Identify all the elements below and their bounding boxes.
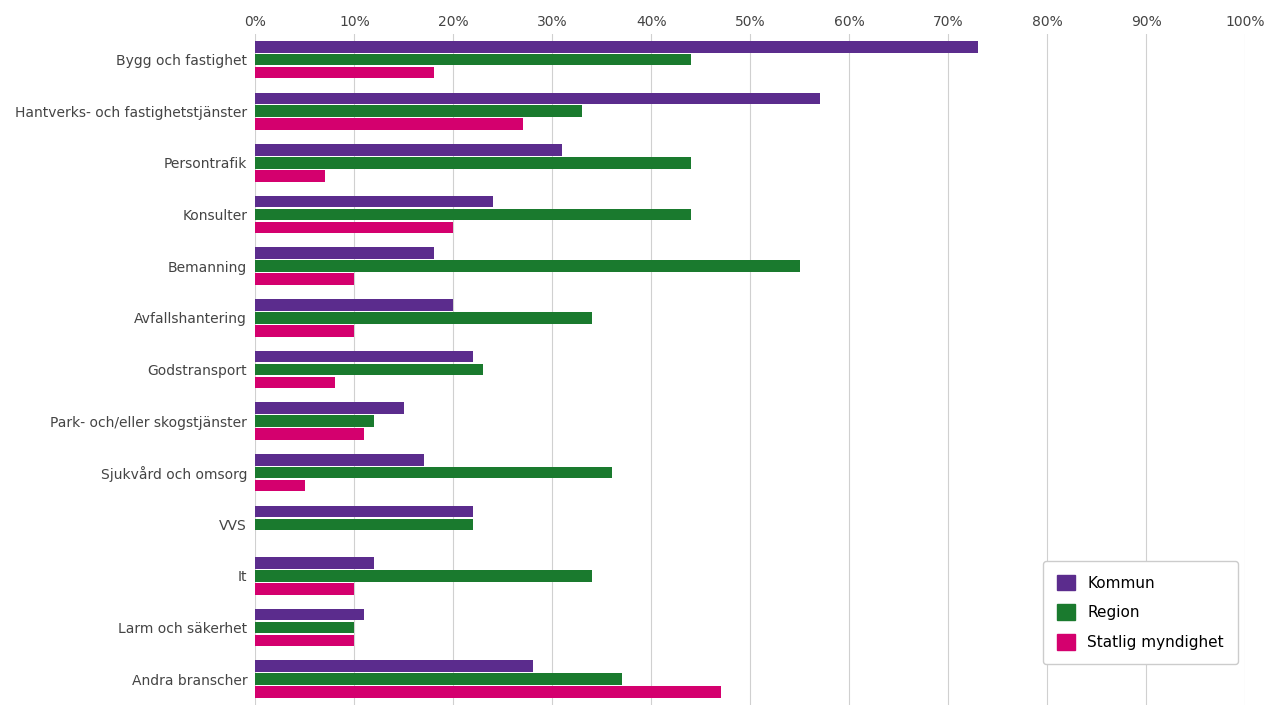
- Bar: [256, 93, 819, 104]
- Bar: [256, 402, 404, 414]
- Bar: [256, 67, 434, 78]
- Bar: [256, 106, 582, 117]
- Bar: [256, 209, 691, 220]
- Bar: [256, 467, 612, 479]
- Bar: [256, 686, 721, 698]
- Bar: [256, 660, 532, 672]
- Bar: [256, 634, 355, 647]
- Bar: [256, 157, 691, 168]
- Bar: [256, 299, 453, 311]
- Bar: [256, 118, 522, 130]
- Bar: [256, 196, 493, 207]
- Bar: [256, 454, 424, 466]
- Bar: [256, 325, 355, 336]
- Bar: [256, 622, 355, 634]
- Bar: [256, 351, 474, 362]
- Bar: [256, 428, 365, 440]
- Bar: [256, 312, 591, 323]
- Bar: [256, 518, 474, 530]
- Bar: [256, 170, 325, 181]
- Bar: [256, 222, 453, 233]
- Legend: Kommun, Region, Statlig myndighet: Kommun, Region, Statlig myndighet: [1043, 561, 1238, 664]
- Bar: [256, 274, 355, 285]
- Bar: [256, 583, 355, 595]
- Bar: [256, 54, 691, 66]
- Bar: [256, 570, 591, 582]
- Bar: [256, 480, 305, 491]
- Bar: [256, 144, 562, 156]
- Bar: [256, 41, 978, 53]
- Bar: [256, 364, 483, 375]
- Bar: [256, 261, 800, 272]
- Bar: [256, 248, 434, 259]
- Bar: [256, 377, 334, 388]
- Bar: [256, 673, 622, 685]
- Bar: [256, 609, 365, 621]
- Bar: [256, 415, 374, 427]
- Bar: [256, 505, 474, 517]
- Bar: [256, 557, 374, 569]
